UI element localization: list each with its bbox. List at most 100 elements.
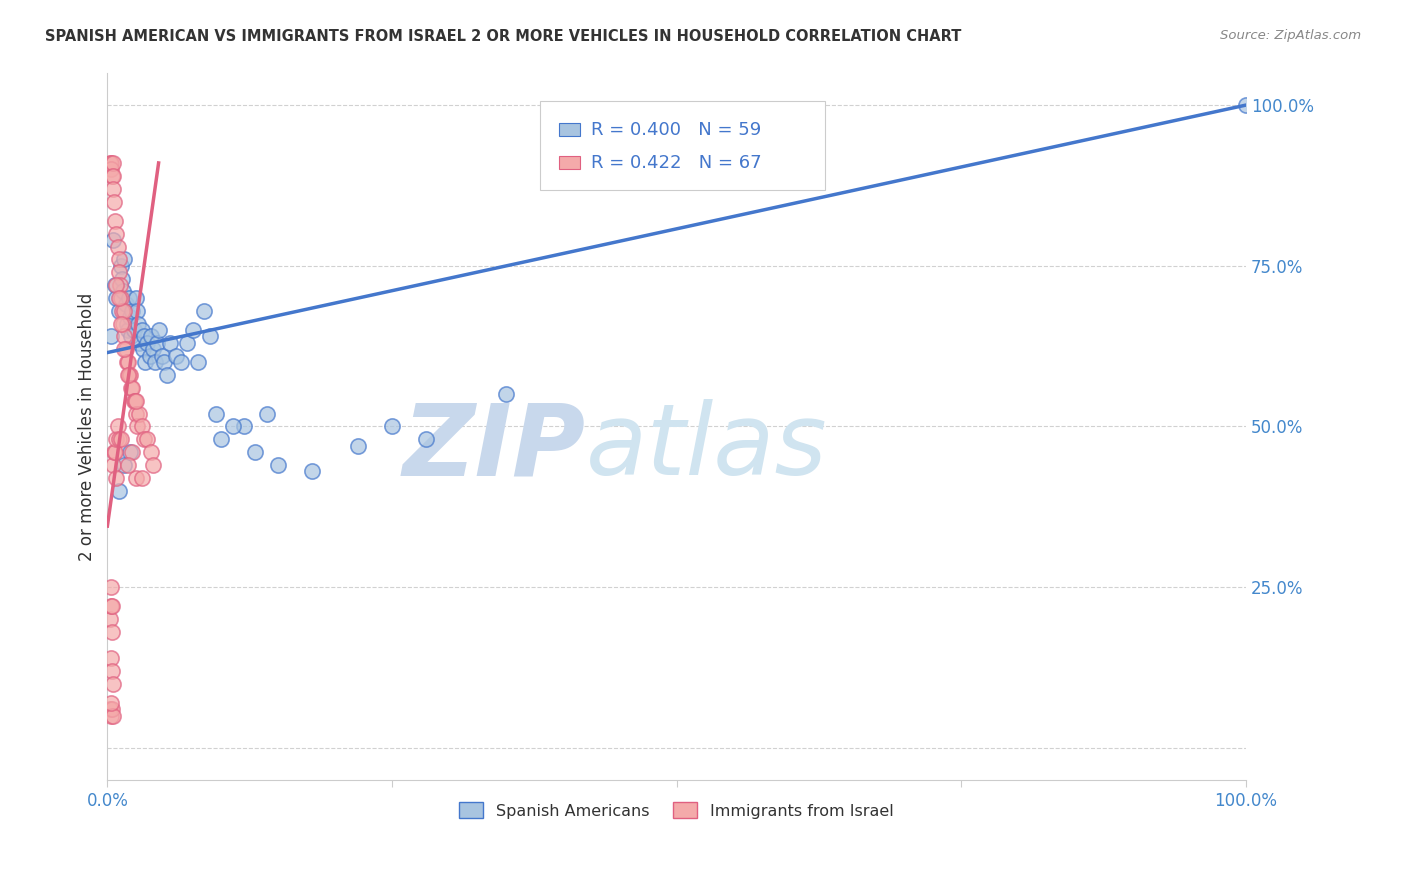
Point bbox=[100, 329, 122, 343]
Point bbox=[114, 297, 136, 311]
Point bbox=[98, 702, 121, 716]
Point bbox=[245, 445, 267, 459]
Point bbox=[104, 278, 127, 293]
Point bbox=[131, 343, 153, 357]
Point bbox=[125, 471, 148, 485]
Point bbox=[301, 465, 323, 479]
Point bbox=[128, 407, 150, 421]
Point bbox=[107, 419, 129, 434]
Point bbox=[107, 252, 129, 267]
Point bbox=[108, 278, 131, 293]
Point bbox=[101, 625, 124, 640]
Point bbox=[381, 419, 404, 434]
Point bbox=[125, 303, 148, 318]
Point bbox=[118, 368, 141, 382]
Legend: Spanish Americans, Immigrants from Israel: Spanish Americans, Immigrants from Israe… bbox=[453, 796, 900, 825]
Point bbox=[138, 349, 160, 363]
Point bbox=[101, 169, 124, 183]
Point bbox=[118, 291, 141, 305]
Point bbox=[256, 407, 278, 421]
Point bbox=[101, 182, 124, 196]
Point bbox=[153, 355, 176, 369]
Point bbox=[107, 239, 129, 253]
Point bbox=[122, 323, 145, 337]
Point bbox=[111, 303, 134, 318]
Point bbox=[112, 317, 135, 331]
Point bbox=[221, 419, 243, 434]
Point bbox=[125, 419, 148, 434]
Point bbox=[198, 329, 221, 343]
Point bbox=[107, 291, 129, 305]
Text: atlas: atlas bbox=[585, 400, 827, 496]
Point bbox=[115, 317, 138, 331]
Point bbox=[114, 343, 136, 357]
Point bbox=[495, 387, 517, 401]
Text: SPANISH AMERICAN VS IMMIGRANTS FROM ISRAEL 2 OR MORE VEHICLES IN HOUSEHOLD CORRE: SPANISH AMERICAN VS IMMIGRANTS FROM ISRA… bbox=[45, 29, 962, 44]
Point bbox=[176, 335, 198, 350]
Point bbox=[125, 393, 148, 408]
Point bbox=[125, 291, 148, 305]
Point bbox=[107, 265, 129, 279]
Point bbox=[132, 433, 155, 447]
FancyBboxPatch shape bbox=[540, 102, 824, 190]
Point bbox=[120, 329, 142, 343]
Point bbox=[120, 381, 142, 395]
Point bbox=[209, 433, 232, 447]
Point bbox=[103, 194, 125, 209]
Point bbox=[131, 419, 153, 434]
Point bbox=[107, 483, 129, 498]
Point bbox=[105, 471, 128, 485]
Text: ZIP: ZIP bbox=[402, 400, 585, 496]
Point bbox=[159, 335, 181, 350]
Point bbox=[143, 355, 166, 369]
Y-axis label: 2 or more Vehicles in Household: 2 or more Vehicles in Household bbox=[79, 293, 96, 560]
Point bbox=[139, 445, 162, 459]
Point bbox=[117, 355, 139, 369]
Point bbox=[139, 329, 162, 343]
Point bbox=[267, 458, 290, 472]
Point bbox=[120, 445, 142, 459]
Point bbox=[415, 433, 437, 447]
FancyBboxPatch shape bbox=[560, 123, 579, 136]
Point bbox=[146, 335, 169, 350]
FancyBboxPatch shape bbox=[560, 156, 579, 169]
Point bbox=[105, 278, 128, 293]
Point bbox=[101, 676, 124, 690]
Point bbox=[101, 156, 124, 170]
Point bbox=[121, 381, 143, 395]
Point bbox=[1234, 98, 1257, 112]
Point bbox=[104, 214, 127, 228]
Point bbox=[187, 355, 209, 369]
Point bbox=[101, 233, 124, 247]
Point bbox=[110, 259, 132, 273]
Point bbox=[105, 227, 128, 241]
Point bbox=[100, 708, 122, 723]
Point bbox=[98, 612, 121, 626]
Point bbox=[117, 323, 139, 337]
Point bbox=[110, 317, 132, 331]
Point bbox=[103, 445, 125, 459]
Point bbox=[142, 343, 165, 357]
Text: R = 0.422   N = 67: R = 0.422 N = 67 bbox=[591, 153, 762, 172]
Point bbox=[100, 650, 122, 665]
Point bbox=[121, 303, 143, 318]
Point bbox=[101, 599, 124, 614]
Point bbox=[110, 433, 132, 447]
Point bbox=[125, 407, 148, 421]
Point bbox=[115, 355, 138, 369]
Point bbox=[170, 355, 193, 369]
Point bbox=[131, 323, 153, 337]
Point bbox=[101, 708, 124, 723]
Point bbox=[128, 335, 150, 350]
Point bbox=[347, 439, 370, 453]
Point bbox=[105, 433, 128, 447]
Point bbox=[120, 310, 142, 325]
Point bbox=[114, 343, 136, 357]
Point bbox=[131, 471, 153, 485]
Point bbox=[100, 162, 122, 177]
Point bbox=[148, 323, 170, 337]
Point bbox=[136, 335, 159, 350]
Point bbox=[181, 323, 204, 337]
Point bbox=[100, 599, 122, 614]
Point bbox=[100, 156, 122, 170]
